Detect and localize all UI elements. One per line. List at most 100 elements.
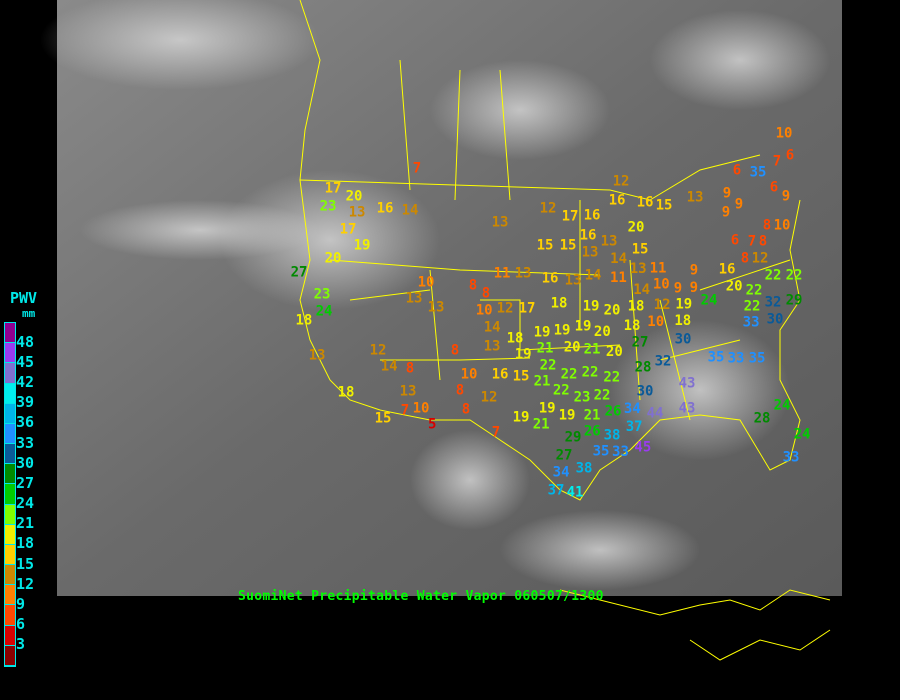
color-scale-bar [4,322,16,667]
station-pwv-value: 23 [320,199,337,215]
station-pwv-value: 8 [482,286,490,302]
station-pwv-value: 13 [687,190,704,206]
station-pwv-value: 21 [537,341,554,357]
station-pwv-value: 20 [594,324,611,340]
station-pwv-value: 9 [735,197,743,213]
station-pwv-value: 8 [406,361,414,377]
legend-unit: mm [22,307,36,320]
station-pwv-value: 13 [349,205,366,221]
station-pwv-value: 27 [632,335,649,351]
station-pwv-value: 6 [731,233,739,249]
station-pwv-value: 14 [610,251,627,267]
station-pwv-value: 18 [338,385,355,401]
station-pwv-value: 34 [624,401,641,417]
legend-bin [5,585,15,606]
station-pwv-value: 13 [601,234,618,250]
station-pwv-value: 38 [604,428,621,444]
station-pwv-value: 13 [492,215,509,231]
station-pwv-value: 13 [309,348,326,364]
station-pwv-value: 12 [752,251,769,267]
legend-bin [5,363,15,384]
station-pwv-value: 20 [346,189,363,205]
legend-label: 48 [16,332,35,351]
station-pwv-value: 20 [564,340,581,356]
station-pwv-value: 5 [428,417,436,433]
station-pwv-value: 20 [604,303,621,319]
station-pwv-value: 6 [733,163,741,179]
legend-label: 27 [16,473,35,492]
station-pwv-value: 7 [492,425,500,441]
legend-bin [5,484,15,505]
station-pwv-value: 20 [325,251,342,267]
station-pwv-value: 19 [559,408,576,424]
station-pwv-value: 15 [632,242,649,258]
station-pwv-value: 8 [469,278,477,294]
station-pwv-value: 13 [406,291,423,307]
station-pwv-value: 19 [354,238,371,254]
station-pwv-value: 7 [773,154,781,170]
station-pwv-value: 41 [567,485,584,501]
station-pwv-value: 10 [776,126,793,142]
station-pwv-value: 22 [746,283,763,299]
station-pwv-value: 18 [507,331,524,347]
station-pwv-value: 12 [497,301,514,317]
station-pwv-value: 27 [291,265,308,281]
station-pwv-value: 19 [539,401,556,417]
boundaries [299,0,831,661]
station-pwv-value: 26 [605,404,622,420]
station-pwv-value: 6 [770,180,778,196]
station-pwv-value: 15 [513,369,530,385]
station-pwv-value: 16 [719,262,736,278]
station-pwv-value: 9 [690,280,698,296]
legend-bin [5,383,15,404]
station-pwv-value: 26 [584,424,601,440]
legend-bin [5,444,15,465]
station-pwv-value: 21 [584,342,601,358]
station-pwv-value: 27 [556,448,573,464]
station-pwv-value: 19 [675,297,692,313]
station-pwv-value: 24 [316,304,333,320]
legend-label: 18 [16,534,35,553]
station-pwv-value: 19 [554,323,571,339]
station-pwv-value: 19 [534,325,551,341]
station-pwv-value: 10 [647,314,664,330]
station-pwv-value: 14 [484,320,501,336]
legend-label: 42 [16,373,35,392]
station-pwv-value: 24 [794,427,811,443]
station-pwv-value: 8 [451,343,459,359]
legend-bin [5,464,15,485]
station-pwv-value: 8 [456,383,464,399]
station-pwv-value: 9 [674,281,682,297]
legend-label: 30 [16,453,35,472]
station-pwv-value: 32 [655,354,672,370]
legend-bin [5,645,15,666]
station-pwv-value: 13 [582,245,599,261]
station-pwv-value: 16 [637,195,654,211]
station-pwv-value: 7 [413,161,421,177]
station-pwv-value: 14 [585,268,602,284]
station-pwv-value: 10 [774,218,791,234]
station-pwv-value: 19 [575,319,592,335]
station-pwv-value: 16 [377,201,394,217]
station-pwv-value: 9 [722,205,730,221]
station-pwv-value: 22 [786,268,803,284]
station-pwv-value: 16 [492,367,509,383]
legend-label: 21 [16,514,35,533]
station-pwv-value: 23 [314,287,331,303]
legend-bin [5,605,15,626]
station-pwv-value: 30 [675,332,692,348]
station-pwv-value: 32 [765,295,782,311]
legend-title: PWV [10,289,38,307]
station-pwv-value: 13 [400,384,417,400]
station-pwv-value: 10 [653,277,670,293]
station-pwv-value: 22 [765,268,782,284]
station-pwv-value: 7 [748,234,756,250]
legend-label: 24 [16,494,35,513]
station-pwv-value: 17 [562,209,579,225]
station-pwv-value: 16 [609,193,626,209]
station-pwv-value: 9 [723,186,731,202]
station-pwv-value: 12 [613,174,630,190]
station-pwv-value: 10 [476,303,493,319]
